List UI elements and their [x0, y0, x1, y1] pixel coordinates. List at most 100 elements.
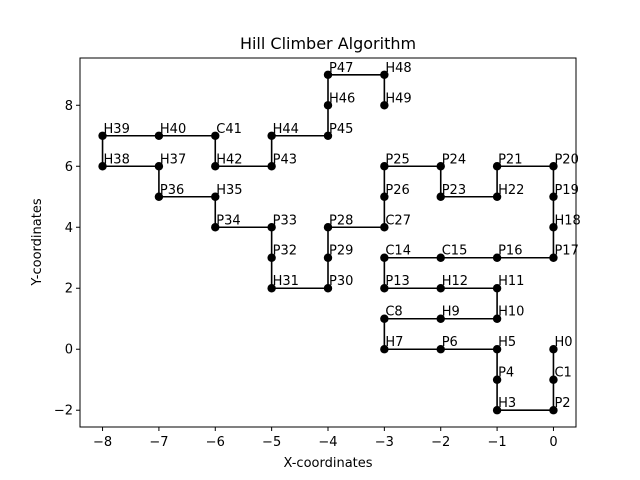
- x-tick-label: −2: [431, 435, 450, 450]
- data-point: [267, 284, 276, 293]
- point-label: P23: [442, 183, 466, 198]
- point-label: P43: [273, 152, 297, 167]
- point-label: H18: [554, 213, 580, 228]
- data-point: [380, 345, 389, 354]
- point-label: H0: [554, 335, 572, 350]
- point-label: H39: [104, 122, 130, 137]
- data-point: [380, 314, 389, 323]
- point-label: P30: [329, 274, 353, 289]
- data-point: [492, 375, 502, 384]
- x-tick-label: −8: [93, 435, 112, 450]
- data-point: [267, 162, 276, 171]
- data-point: [436, 345, 445, 354]
- data-point: [492, 253, 502, 262]
- point-label: P2: [554, 396, 570, 411]
- point-label: P20: [554, 152, 578, 167]
- axes-frame: [79, 57, 577, 428]
- data-point: [492, 345, 502, 354]
- point-label: H49: [385, 91, 411, 106]
- data-point: [154, 131, 164, 140]
- point-label: C14: [385, 244, 411, 259]
- data-point: [323, 131, 333, 140]
- data-point: [492, 192, 502, 201]
- x-tick-label: −7: [149, 435, 168, 450]
- point-label: H48: [385, 61, 411, 76]
- point-label: P13: [385, 274, 409, 289]
- point-label: H46: [329, 91, 355, 106]
- y-tick-label: −2: [54, 404, 73, 419]
- data-point: [492, 314, 502, 323]
- data-point: [436, 284, 445, 293]
- x-tick-label: −5: [262, 435, 281, 450]
- point-label: C41: [216, 122, 242, 137]
- point-label: H31: [273, 274, 299, 289]
- data-point: [436, 192, 445, 201]
- point-label: H22: [498, 183, 524, 198]
- x-tick-label: −4: [318, 435, 337, 450]
- point-label: C27: [385, 213, 411, 228]
- point-label: P6: [442, 335, 458, 350]
- point-label: H3: [498, 396, 516, 411]
- x-tick-label: −1: [488, 435, 507, 450]
- x-tick-label: 0: [549, 435, 557, 450]
- data-point: [492, 406, 502, 415]
- data-point: [98, 131, 107, 140]
- data-point: [211, 192, 220, 201]
- data-point: [154, 162, 164, 171]
- data-point: [323, 284, 333, 293]
- point-label: P29: [329, 244, 353, 259]
- point-label: C8: [385, 305, 402, 320]
- data-point: [267, 253, 276, 262]
- series-line: [101, 73, 555, 412]
- point-label: H44: [273, 122, 299, 137]
- data-point: [380, 253, 389, 262]
- point-label: P33: [273, 213, 297, 228]
- y-tick-label: 0: [65, 343, 73, 358]
- point-label: P21: [498, 152, 522, 167]
- point-label: P4: [498, 366, 514, 381]
- chart-title: Hill Climber Algorithm: [240, 34, 416, 53]
- point-label: P16: [498, 244, 522, 259]
- data-point: [323, 70, 333, 79]
- data-point: [380, 223, 389, 232]
- data-point: [323, 101, 333, 110]
- point-label: H12: [442, 274, 468, 289]
- axis-ticks: −8 −7 −6 −5 −4 −3 −2 −1 0 −2 0 2 4 6 8: [54, 99, 558, 450]
- point-label: C1: [554, 366, 571, 381]
- point-label: H7: [385, 335, 403, 350]
- point-label: H42: [216, 152, 242, 167]
- data-point: [492, 162, 502, 171]
- x-tick-label: −3: [375, 435, 394, 450]
- data-point: [380, 101, 389, 110]
- data-point: [549, 223, 558, 232]
- data-point: [549, 253, 558, 262]
- data-point: [436, 314, 445, 323]
- data-point: [436, 253, 445, 262]
- data-point: [211, 162, 220, 171]
- y-tick-label: 4: [65, 221, 73, 236]
- point-label: P24: [442, 152, 466, 167]
- data-point: [267, 223, 276, 232]
- point-label: H38: [104, 152, 130, 167]
- data-point: [549, 406, 558, 415]
- data-point: [380, 284, 389, 293]
- data-point: [549, 162, 558, 171]
- point-label: C15: [442, 244, 468, 259]
- data-point: [267, 131, 276, 140]
- point-label: H37: [160, 152, 186, 167]
- y-tick-label: 8: [65, 99, 73, 114]
- point-label: P32: [273, 244, 297, 259]
- y-axis-label: Y-coordinates: [30, 198, 45, 286]
- data-point: [380, 70, 389, 79]
- data-point: [492, 284, 502, 293]
- point-label: P25: [385, 152, 409, 167]
- data-point: [154, 192, 164, 201]
- data-point: [380, 162, 389, 171]
- x-axis-label: X-coordinates: [283, 456, 372, 471]
- point-label: H9: [442, 305, 460, 320]
- x-tick-label: −6: [206, 435, 225, 450]
- point-label: P36: [160, 183, 184, 198]
- point-label: H35: [216, 183, 242, 198]
